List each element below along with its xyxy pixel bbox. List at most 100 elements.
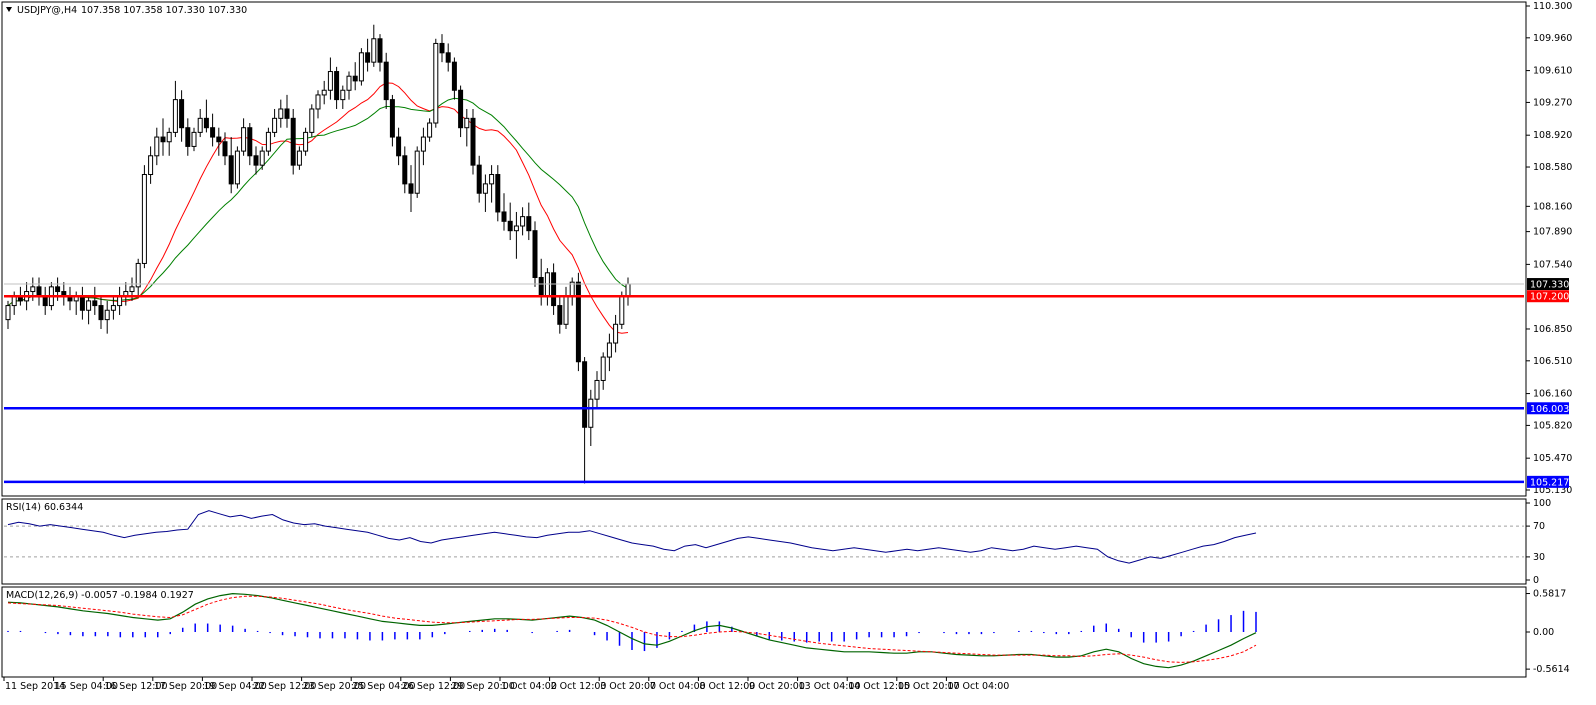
- candle-body-bear: [228, 155, 234, 185]
- candle: [290, 108, 296, 175]
- candle: [383, 52, 389, 109]
- candle: [396, 127, 402, 166]
- candle-body-bull: [594, 379, 600, 400]
- candle: [185, 118, 191, 156]
- candle-body-bull: [154, 136, 160, 157]
- candle-body-bear: [253, 155, 259, 166]
- candle-body-bear: [98, 305, 104, 321]
- candle-body-bull: [588, 398, 594, 428]
- candle: [606, 333, 612, 372]
- candle-body-bear: [210, 127, 216, 138]
- candle: [203, 99, 209, 133]
- candle-body-bull: [464, 117, 470, 129]
- candle: [154, 127, 160, 166]
- candle-body-bull: [327, 71, 333, 91]
- time-tick-label: 22 Sep 12:00: [253, 681, 316, 692]
- candle: [5, 300, 11, 329]
- candle: [296, 146, 302, 170]
- candle-body-bear: [389, 99, 395, 138]
- candle-body-bear: [247, 127, 253, 157]
- candle: [482, 174, 488, 212]
- candle-body-bear: [36, 286, 42, 297]
- price-tick-label: 106.510: [1533, 356, 1572, 367]
- macd-series: [7, 592, 1257, 669]
- time-tick-label: 8 Oct 12:00: [699, 681, 755, 692]
- price-tick-label: 106.160: [1533, 389, 1572, 400]
- price-tick-label: 105.470: [1533, 453, 1572, 464]
- candle-body-bull: [265, 131, 271, 152]
- candle-body-bear: [92, 300, 98, 307]
- candle: [532, 221, 538, 287]
- candle-body-bull: [241, 127, 247, 152]
- candle: [253, 146, 259, 175]
- candle: [551, 263, 557, 315]
- candle-body-bear: [203, 117, 209, 129]
- time-tick-label: 11 Sep 2014: [5, 681, 65, 692]
- level-badge-label: 107.330: [1530, 280, 1569, 291]
- price-tick-label: 106.850: [1533, 324, 1572, 335]
- macd-signal-line: [7, 595, 1257, 663]
- candle: [222, 132, 228, 166]
- candle: [309, 104, 315, 138]
- time-tick-label: 15 Oct 20:00: [898, 681, 960, 692]
- candle: [507, 202, 513, 241]
- candle-body-bull: [625, 283, 631, 297]
- candle: [458, 85, 464, 138]
- candle-body-bull: [166, 131, 172, 143]
- macd-line: [7, 592, 1257, 669]
- candle-body-bull: [420, 136, 426, 152]
- candle: [278, 99, 284, 128]
- macd-tick-label: -0.5614: [1533, 664, 1570, 675]
- time-tick-label: 23 Sep 20:00: [303, 681, 366, 692]
- price-tick-label: 108.580: [1533, 162, 1572, 173]
- rsi-series: [7, 510, 1257, 564]
- candle: [588, 389, 594, 446]
- candle: [489, 165, 495, 203]
- candle: [179, 90, 185, 142]
- candle-body-bull: [606, 342, 612, 358]
- candle-body-bear: [526, 216, 532, 232]
- level-badge-label: 105.217: [1530, 477, 1569, 488]
- candle-body-bear: [451, 61, 457, 91]
- time-tick-label: 15 Sep 04:00: [55, 681, 118, 692]
- time-tick-label: 26 Sep 12:00: [402, 681, 465, 692]
- time-tick-label: 17 Sep 20:00: [154, 681, 217, 692]
- candle-body-bear: [470, 117, 476, 166]
- level-badge: [1527, 290, 1569, 303]
- time-tick-label: 19 Sep 04:00: [203, 681, 266, 692]
- candle-body-bull: [619, 295, 625, 325]
- candle: [402, 146, 408, 194]
- candle-body-bear: [222, 141, 228, 157]
- candle: [315, 90, 321, 119]
- candle-body-bear: [216, 136, 222, 143]
- candle-body-bear: [79, 295, 85, 311]
- candle-body-bull: [513, 225, 519, 232]
- candle: [135, 258, 141, 297]
- dropdown-arrow-icon[interactable]: [6, 7, 12, 12]
- price-tick-label: 107.890: [1533, 227, 1572, 238]
- candle: [476, 155, 482, 203]
- candle-body-bull: [148, 155, 154, 176]
- candle-body-bull: [197, 117, 203, 133]
- candle: [334, 66, 340, 109]
- level-badge-label: 106.003: [1530, 404, 1569, 415]
- candle: [259, 146, 265, 170]
- candle-body-bull: [433, 42, 439, 124]
- candle-body-bull: [259, 150, 265, 166]
- candle: [346, 71, 352, 100]
- candle-body-bear: [557, 305, 563, 325]
- candle: [160, 118, 166, 156]
- ohlc-label: 107.358 107.358 107.330 107.330: [81, 5, 247, 16]
- candle-body-bull: [191, 131, 197, 147]
- macd-tick-label: 0.5817: [1533, 589, 1566, 600]
- candle-body-bull: [117, 295, 123, 307]
- rsi-label: RSI(14) 60.6344: [6, 502, 83, 513]
- candle: [414, 146, 420, 198]
- candle: [427, 118, 433, 142]
- candle-body-bull: [129, 286, 135, 293]
- candle-body-bear: [179, 99, 185, 129]
- candle: [600, 352, 606, 390]
- candle-body-bear: [445, 52, 451, 63]
